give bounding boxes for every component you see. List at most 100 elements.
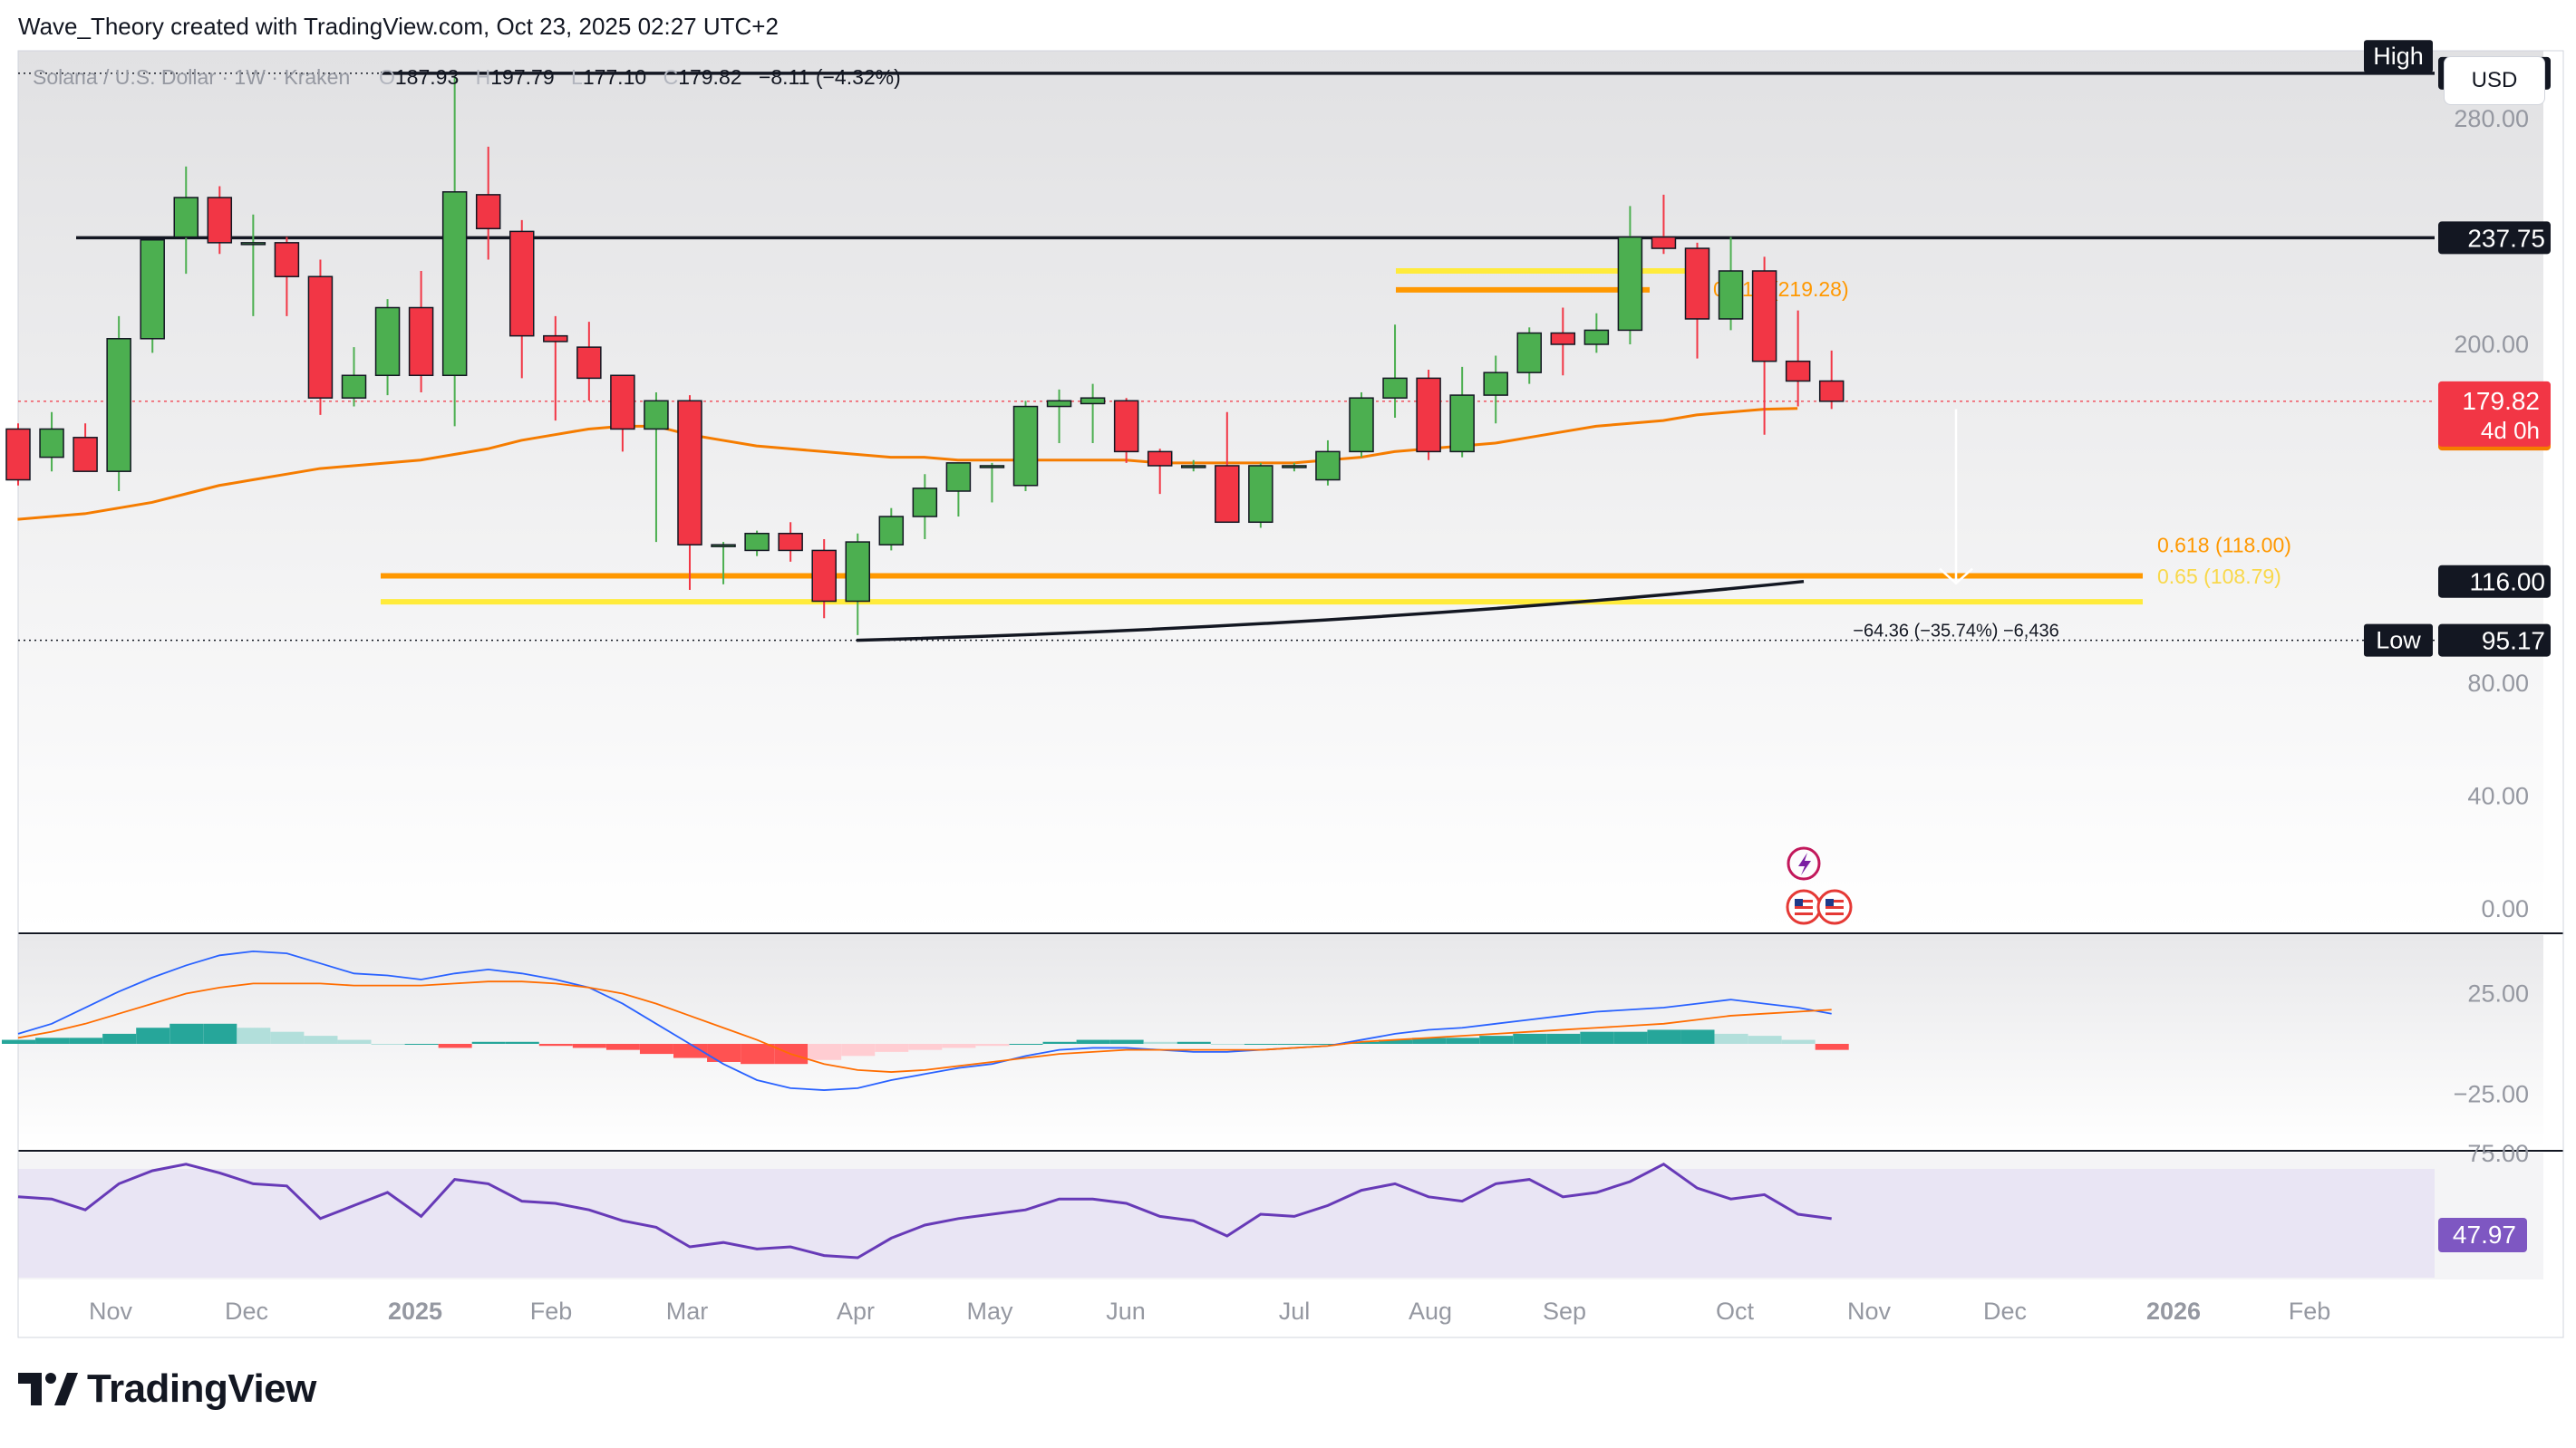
time-axis[interactable]: Nov Dec 2025 Feb Mar Apr May Jun Jul Aug Sep Oct Nov… — [89, 1298, 2330, 1325]
countdown-value: 4d 0h — [2481, 417, 2540, 444]
candle-body — [912, 487, 938, 517]
horizontal-levels: 0.618 (118.00)0.65 (108.79)0.618 (219.28… — [18, 72, 2435, 642]
candle-body — [1113, 400, 1139, 453]
macd-histogram-bar — [1042, 1041, 1077, 1044]
candle — [341, 347, 367, 407]
macd-histogram-bar — [538, 1044, 573, 1047]
price-tick-label: 80.00 — [2467, 670, 2529, 697]
resistance-price-label-box — [2438, 221, 2551, 255]
macd-histogram-bar — [1513, 1033, 1547, 1044]
low-tag: Low — [2364, 623, 2433, 657]
candle-body — [1483, 372, 1508, 396]
candle — [811, 538, 837, 619]
macd-histogram-bar — [1546, 1033, 1581, 1044]
high-tag-box — [2364, 40, 2433, 73]
tradingview-logo[interactable]: TradingView — [18, 1366, 316, 1412]
low-tag-text: Low — [2376, 627, 2421, 654]
candlestick-series — [5, 76, 1845, 635]
candle-body — [778, 532, 803, 552]
rsi-value-label: 47.97 — [2438, 1218, 2527, 1252]
candle — [1516, 327, 1542, 384]
candle-body — [1617, 236, 1643, 332]
candle — [106, 315, 131, 491]
candle-body — [73, 437, 98, 472]
candle-body — [509, 230, 535, 337]
currency-button[interactable]: USD — [2444, 56, 2545, 105]
candle-body — [5, 428, 31, 481]
macd-histogram-bar — [1714, 1033, 1748, 1044]
macd-histogram-bar — [1748, 1036, 1782, 1044]
candle-body — [341, 374, 367, 399]
macd-histogram-bar — [707, 1044, 741, 1062]
us-flag-icon[interactable] — [1816, 889, 1853, 925]
candle-body — [1147, 450, 1173, 467]
candle — [173, 166, 199, 275]
candle-body — [106, 338, 131, 472]
candle — [610, 374, 635, 452]
low-value: 177.10 — [583, 65, 646, 89]
candle-body — [475, 194, 501, 230]
candle-body — [441, 191, 468, 377]
event-icons[interactable] — [1786, 846, 1853, 925]
time-axis-label: 2026 — [2146, 1298, 2201, 1325]
macd-histogram-bar — [1815, 1044, 1849, 1050]
rsi-line — [17, 1163, 1832, 1260]
candle — [744, 530, 770, 556]
candle-body — [811, 549, 837, 603]
candle-body — [845, 541, 870, 603]
candle — [1583, 313, 1610, 353]
macd-histogram-bar — [673, 1044, 707, 1058]
macd-histogram-bar — [1143, 1041, 1177, 1044]
macd-histogram-bar — [1446, 1038, 1480, 1044]
candle — [878, 507, 905, 551]
candle — [140, 238, 165, 353]
us-flag-icon[interactable] — [1786, 889, 1822, 925]
projection-label: −64.36 (−35.74%) −6,436 — [1853, 622, 2058, 642]
candle — [979, 462, 1005, 503]
candle-body — [274, 242, 300, 277]
macd-histogram-bar — [1479, 1036, 1514, 1044]
candle-body — [711, 544, 736, 547]
tradingview-icon — [18, 1373, 78, 1405]
candle — [543, 315, 568, 421]
candle-body — [644, 400, 669, 430]
price-axis[interactable]: 280.00 200.00 80.00 40.00 0.00 25.00 −25.00 75.… — [2364, 40, 2551, 1252]
macd-histogram-bar — [1177, 1041, 1211, 1044]
candle — [274, 237, 300, 316]
rsi-value-box — [2438, 1218, 2527, 1252]
high-value: 197.79 — [490, 65, 554, 89]
price-tick-label: 40.00 — [2467, 782, 2529, 809]
time-axis-label: Nov — [1847, 1298, 1892, 1325]
resistance-price-label: 237.75 — [2438, 221, 2551, 255]
macd-histogram-bar — [1345, 1041, 1379, 1044]
low-tag-box — [2364, 623, 2433, 657]
candle-body — [1382, 377, 1408, 399]
last-price-box — [2438, 381, 2551, 447]
candle — [576, 322, 602, 401]
time-axis-label: Jun — [1106, 1298, 1146, 1325]
candle-body — [1449, 394, 1475, 453]
candle — [441, 76, 468, 427]
candle-body — [1349, 397, 1374, 453]
macd-histogram-bar — [1647, 1029, 1681, 1044]
candle — [1684, 242, 1710, 359]
candle — [1751, 256, 1777, 435]
macd-histogram-bar — [270, 1031, 305, 1044]
candle-body — [1282, 465, 1307, 468]
macd-histogram-bar — [471, 1041, 506, 1044]
macd-histogram-bar — [1781, 1039, 1816, 1044]
candle — [1282, 462, 1307, 472]
candle — [1046, 389, 1072, 444]
change-value: −8.11 (−4.32%) — [759, 65, 901, 89]
low-price-label-box — [2438, 623, 2551, 657]
macd-histogram-bar — [2, 1039, 35, 1044]
candle-body — [1583, 329, 1610, 345]
lightning-icon[interactable] — [1787, 846, 1821, 881]
candle-body — [408, 306, 434, 377]
macd-histogram-bar — [741, 1044, 775, 1065]
macd-histogram-bar — [942, 1044, 976, 1048]
candle-body — [1248, 465, 1273, 524]
high-tag-text: High — [2373, 43, 2424, 70]
